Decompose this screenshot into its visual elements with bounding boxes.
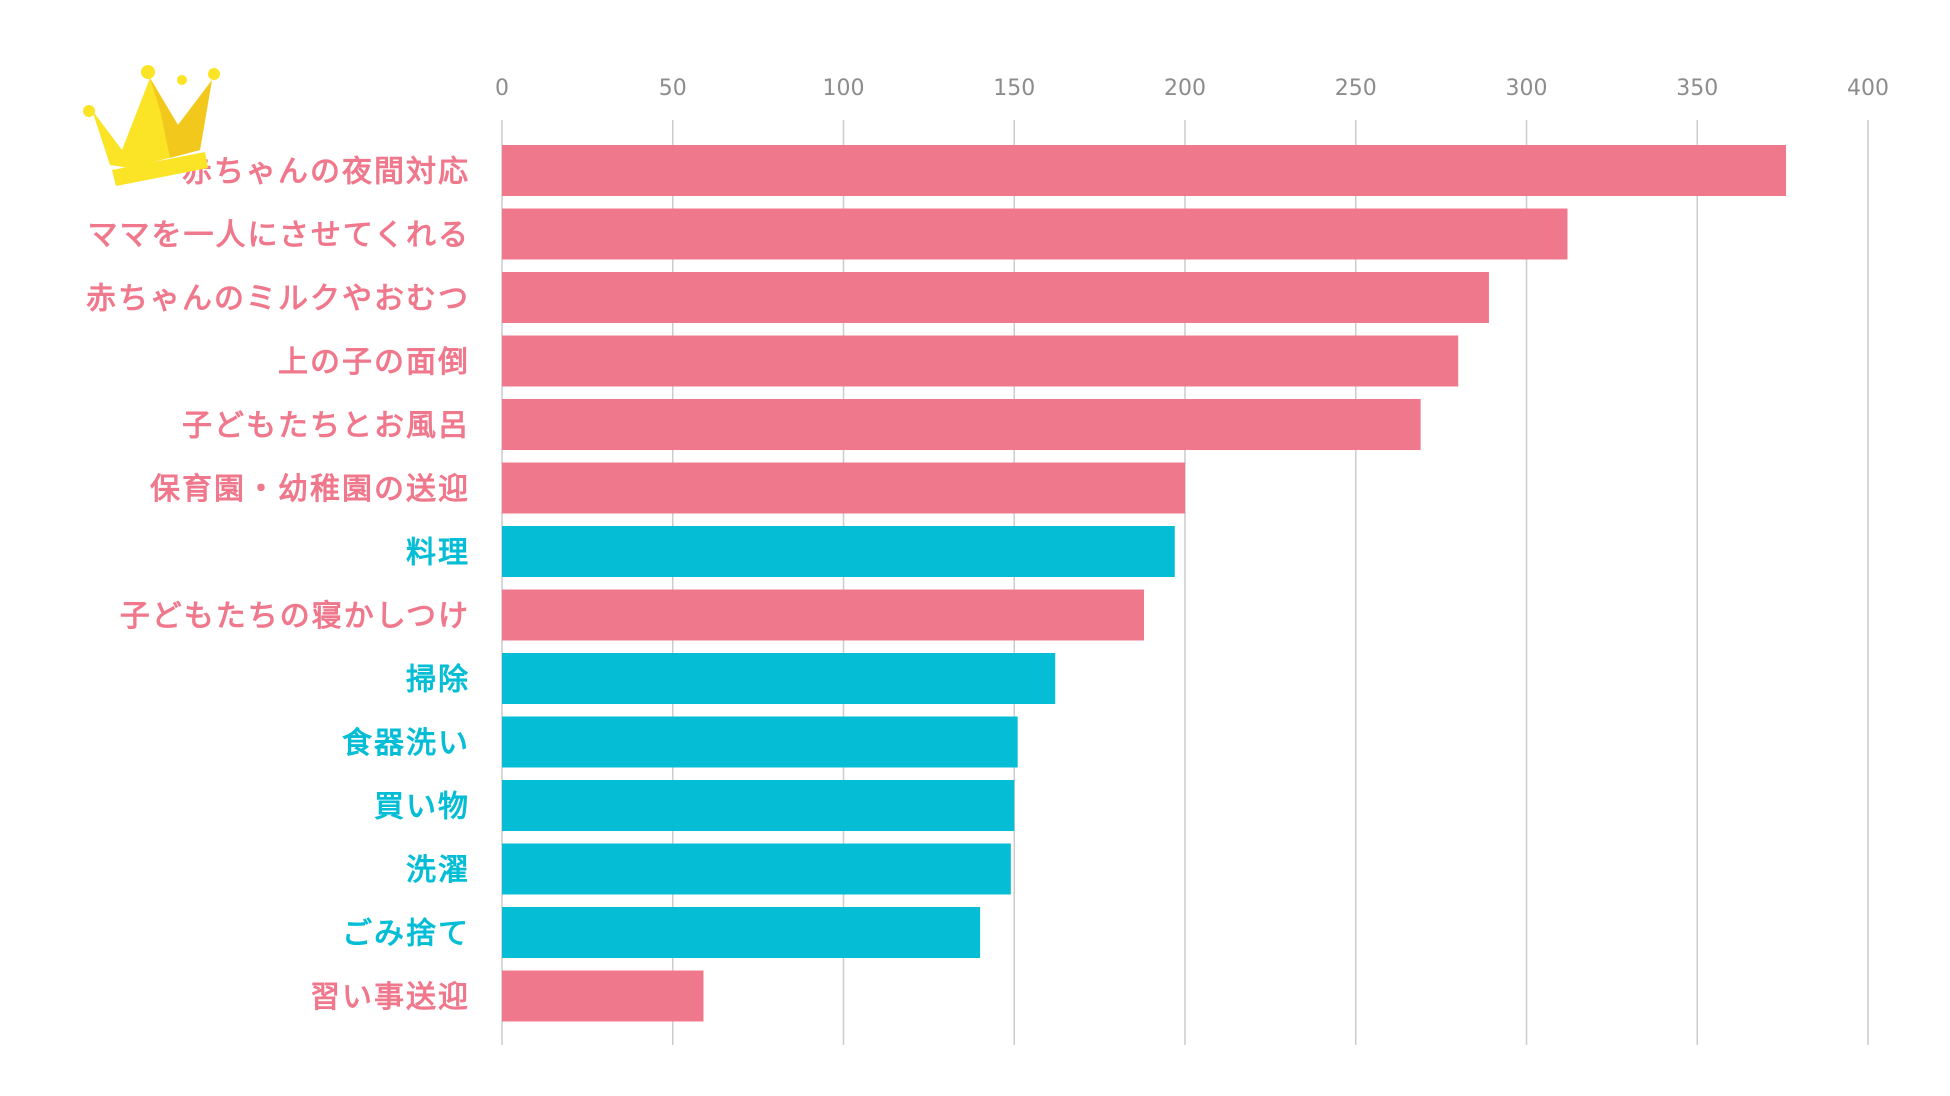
bars (502, 145, 1787, 1022)
bar (502, 780, 1015, 831)
bar (502, 399, 1421, 450)
bar (502, 335, 1459, 387)
bar (502, 208, 1568, 260)
category-label: 保育園・幼稚園の送迎 (150, 472, 470, 507)
x-tick-label: 250 (1335, 76, 1377, 101)
bar (502, 145, 1787, 196)
x-tick-label: 150 (993, 76, 1035, 101)
bar (502, 970, 704, 1022)
x-tick-label: 100 (823, 76, 865, 101)
bar (502, 462, 1185, 514)
category-label: 洗濯 (406, 853, 470, 888)
bar (502, 653, 1056, 704)
bar (502, 589, 1145, 641)
x-tick-label: 0 (495, 76, 509, 101)
bar (502, 907, 981, 958)
category-label: ごみ捨て (342, 917, 470, 952)
category-label: 子どもたちとお風呂 (182, 409, 470, 444)
category-label: 料理 (406, 536, 470, 571)
category-label: 上の子の面倒 (278, 345, 470, 380)
category-labels: 赤ちゃんの夜間対応ママを一人にさせてくれる赤ちゃんのミルクやおむつ上の子の面倒子… (86, 155, 471, 1016)
x-tick-label: 400 (1847, 76, 1889, 101)
x-tick-label: 50 (659, 76, 687, 101)
x-tick-label: 350 (1676, 76, 1718, 101)
bar (502, 716, 1018, 768)
bar (502, 843, 1011, 895)
category-label: 子どもたちの寝かしつけ (120, 599, 470, 634)
x-tick-label: 200 (1164, 76, 1206, 101)
category-label: 赤ちゃんのミルクやおむつ (86, 282, 470, 317)
x-axis-ticks: 0 50 100 150 200 250 300 350 400 (495, 76, 1889, 101)
category-label: 赤ちゃんの夜間対応 (182, 155, 470, 190)
category-label: 買い物 (374, 790, 470, 825)
category-label: 掃除 (406, 663, 470, 698)
category-label: ママを一人にさせてくれる (88, 218, 471, 253)
category-label: 習い事送迎 (310, 980, 470, 1015)
bar (502, 272, 1489, 323)
crown-icon (83, 65, 220, 186)
category-label: 食器洗い (342, 726, 470, 761)
bar (502, 526, 1175, 577)
x-tick-label: 300 (1506, 76, 1548, 101)
